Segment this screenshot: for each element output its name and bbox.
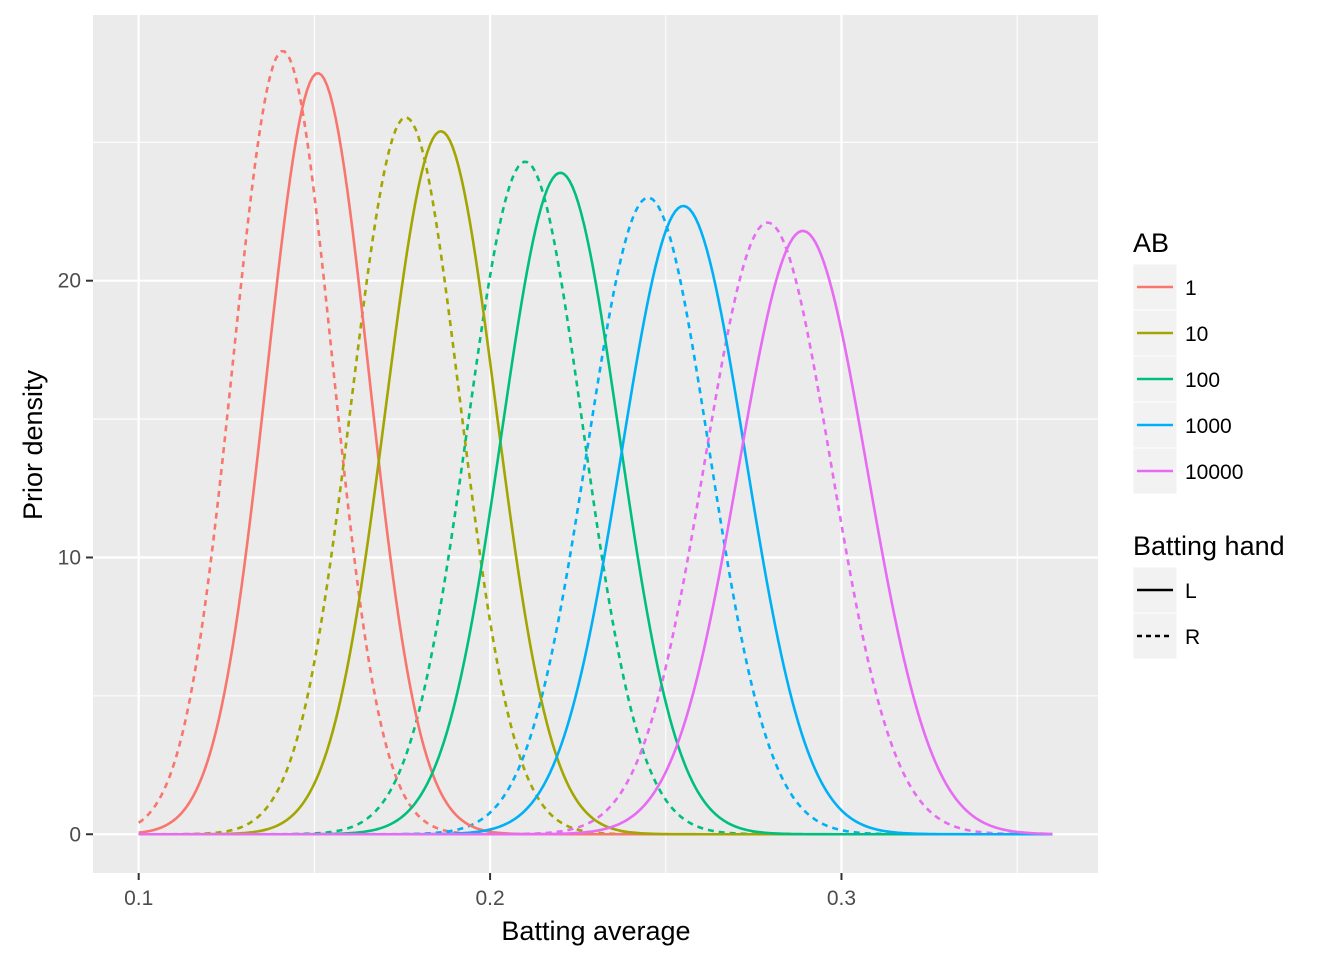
batting-hand-legend-label: L [1185, 580, 1197, 603]
density-curve-ab-10000-r [138, 221, 1053, 836]
ab-legend: AB 1 10 100 1000 10000 [1132, 228, 1243, 495]
density-curve-ab-1-r [137, 49, 1053, 836]
ab-legend-label: 10 [1185, 323, 1208, 346]
axes: 0.1 0.2 0.3 0 10 20 [58, 270, 856, 910]
ab-legend-title: AB [1133, 228, 1169, 258]
y-tick-label: 0 [69, 823, 81, 846]
x-axis-title: Batting average [501, 916, 690, 946]
ab-legend-label: 1000 [1185, 415, 1232, 438]
batting-hand-legend: Batting hand LR [1132, 531, 1285, 660]
density-curve-ab-10000-l [138, 229, 1053, 836]
x-tick-label: 0.3 [827, 887, 856, 910]
density-curves [137, 49, 1053, 836]
ab-legend-label: 10000 [1185, 461, 1243, 484]
ab-legend-label: 100 [1185, 369, 1220, 392]
plot-panel [93, 15, 1098, 873]
batting-hand-legend-title: Batting hand [1133, 531, 1285, 561]
batting-hand-legend-label: R [1185, 626, 1200, 649]
y-tick-label: 20 [58, 270, 81, 293]
x-tick-label: 0.2 [475, 887, 504, 910]
y-tick-label: 10 [58, 546, 81, 569]
x-tick-label: 0.1 [124, 887, 153, 910]
y-axis-title: Prior density [18, 369, 48, 520]
ab-legend-label: 1 [1185, 277, 1197, 300]
